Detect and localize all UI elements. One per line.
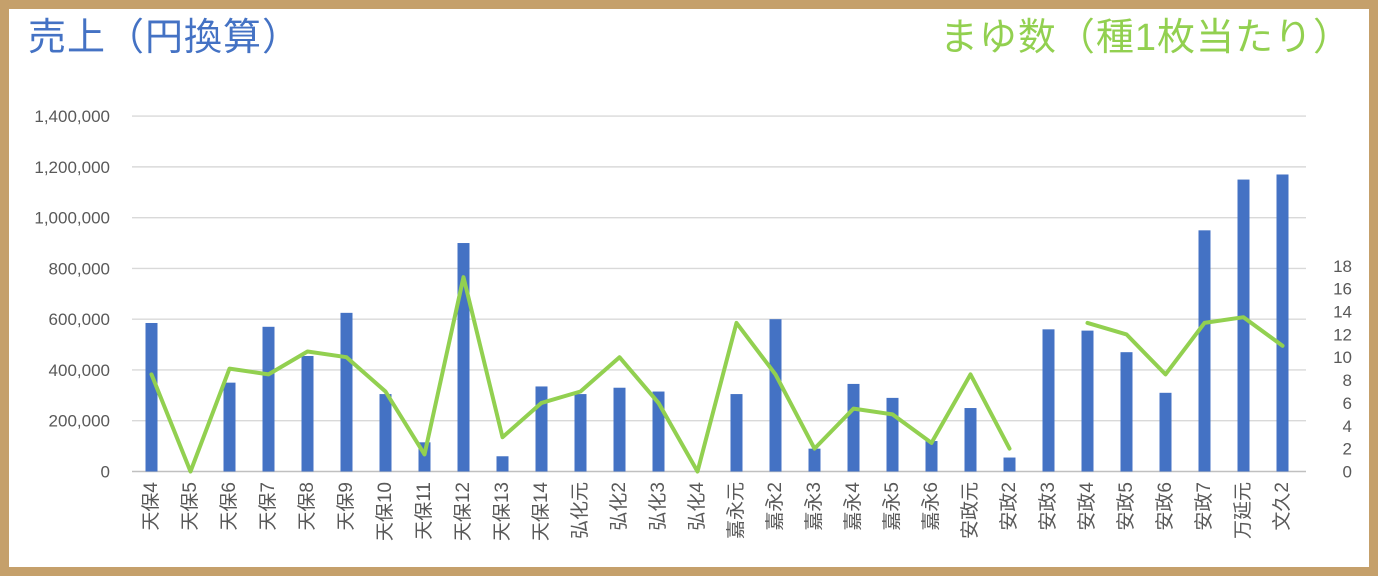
- bar-12: [613, 387, 626, 472]
- bar-3: [262, 326, 275, 472]
- bar-23: [1042, 329, 1055, 472]
- y-left-tick-label: 800,000: [49, 259, 110, 278]
- bar-4: [301, 355, 314, 472]
- y-right-tick-label: 2: [1343, 440, 1352, 459]
- bar-22: [1003, 457, 1016, 472]
- bar-0: [145, 322, 158, 472]
- left-axis-title: 売上（円換算）: [28, 17, 302, 59]
- bar-19: [886, 397, 899, 472]
- x-category-label: 嘉永元: [725, 482, 747, 539]
- bar-24: [1081, 330, 1094, 472]
- bar-6: [379, 394, 392, 472]
- y-right-tick-label: 12: [1333, 325, 1352, 344]
- bar-26: [1159, 392, 1172, 472]
- bar-21: [964, 408, 977, 472]
- x-category-label: 嘉永3: [803, 482, 825, 531]
- bar-8: [457, 243, 470, 472]
- y-right-tick-label: 16: [1333, 280, 1352, 299]
- y-right-tick-label: 6: [1343, 394, 1352, 413]
- bar-25: [1120, 352, 1133, 472]
- x-category-label: 天保12: [452, 482, 474, 541]
- y-left-tick-label: 600,000: [49, 310, 110, 329]
- x-category-label: 天保7: [257, 482, 279, 531]
- x-category-label: 弘化元: [569, 482, 591, 539]
- bar-5: [340, 312, 353, 472]
- y-left-tick-label: 1,200,000: [34, 158, 110, 177]
- bar-29: [1276, 174, 1289, 472]
- x-category-label: 天保4: [140, 482, 162, 531]
- x-category-label: 天保8: [296, 482, 318, 531]
- x-category-label: 嘉永2: [764, 482, 786, 531]
- bar-2: [223, 382, 236, 472]
- bar-11: [574, 394, 587, 472]
- x-category-label: 安政6: [1154, 482, 1176, 531]
- bar-28: [1237, 179, 1250, 472]
- x-category-label: 弘化4: [686, 482, 708, 531]
- y-left-tick-label: 1,400,000: [34, 107, 110, 126]
- x-category-label: 天保6: [218, 482, 240, 531]
- y-right-tick-label: 14: [1333, 303, 1352, 322]
- x-category-label: 天保5: [179, 482, 201, 531]
- x-category-label: 安政3: [1037, 482, 1059, 531]
- y-right-tick-label: 18: [1333, 257, 1352, 276]
- bar-27: [1198, 230, 1211, 472]
- x-category-label: 天保11: [413, 482, 435, 540]
- x-category-label: 万延元: [1232, 482, 1254, 539]
- bar-20: [925, 441, 938, 472]
- x-category-label: 弘化2: [608, 482, 630, 531]
- y-right-tick-label: 10: [1333, 348, 1352, 367]
- x-category-label: 文久2: [1271, 482, 1293, 531]
- y-right-tick-label: 8: [1343, 371, 1352, 390]
- bar-17: [808, 448, 821, 472]
- y-left-tick-label: 400,000: [49, 361, 110, 380]
- bar-9: [496, 456, 509, 472]
- y-left-tick-label: 200,000: [49, 412, 110, 431]
- x-category-label: 天保10: [374, 482, 396, 541]
- y-left-tick-label: 0: [101, 463, 110, 482]
- x-category-label: 安政2: [998, 482, 1020, 531]
- bar-16: [769, 319, 782, 472]
- y-right-tick-label: 4: [1343, 417, 1352, 436]
- bar-10: [535, 386, 548, 472]
- x-category-label: 安政4: [1076, 482, 1098, 531]
- x-category-label: 嘉永5: [881, 482, 903, 531]
- right-axis-title: まゆ数（種1枚当たり）: [939, 17, 1352, 59]
- x-category-label: 安政7: [1193, 482, 1215, 531]
- x-category-label: 天保9: [335, 482, 357, 531]
- y-left-tick-label: 1,000,000: [34, 209, 110, 228]
- x-category-label: 天保14: [530, 482, 552, 542]
- x-category-label: 天保13: [491, 482, 513, 541]
- cocoon-line-segment-2: [1085, 315, 1285, 377]
- bar-18: [847, 383, 860, 472]
- bar-15: [730, 394, 743, 472]
- x-category-label: 嘉永6: [920, 482, 942, 531]
- x-category-label: 安政5: [1115, 482, 1137, 531]
- x-category-label: 安政元: [959, 482, 981, 539]
- x-category-label: 嘉永4: [842, 482, 864, 531]
- cocoon-line-segment-1: [149, 275, 1012, 474]
- x-category-label: 弘化3: [647, 482, 669, 531]
- y-right-tick-label: 0: [1343, 463, 1352, 482]
